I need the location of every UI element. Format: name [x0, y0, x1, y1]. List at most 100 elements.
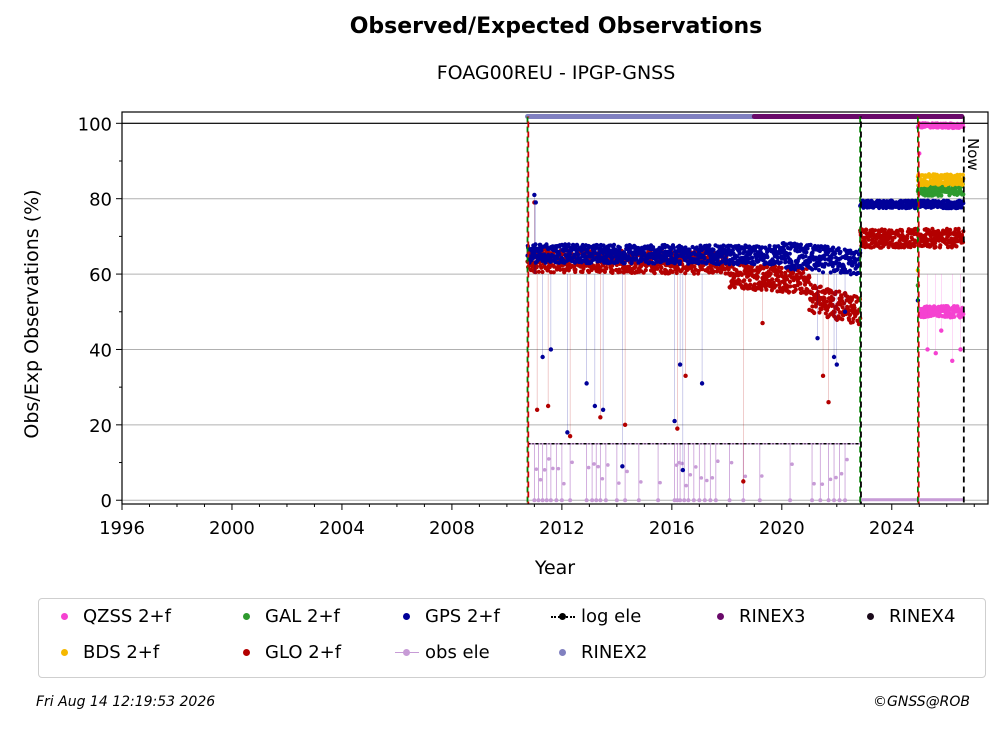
obs-ele-point — [741, 498, 746, 503]
obs-ele-point — [837, 498, 842, 503]
gps-point — [941, 198, 946, 203]
gps-outlier-point — [680, 467, 686, 473]
gps-point — [881, 205, 886, 210]
gps-point — [820, 270, 826, 275]
obs-ele-point — [639, 480, 643, 484]
glo-outlier-point — [675, 426, 680, 431]
legend-label: RINEX4 — [889, 606, 956, 627]
glo-point — [900, 229, 905, 234]
legend-item-gal: GAL 2+f — [235, 606, 340, 627]
gps-point — [677, 259, 683, 264]
obs-ele-point — [596, 464, 601, 469]
glo-point — [700, 267, 705, 272]
gps-point — [720, 251, 725, 256]
obs-ele-point — [586, 465, 591, 470]
obs-ele-point — [594, 498, 599, 503]
gps-point — [765, 255, 770, 260]
gps-point — [828, 270, 833, 275]
glo-point — [807, 275, 812, 280]
obs-ele-point — [538, 477, 543, 482]
obs-ele-point — [606, 463, 610, 467]
glo-point — [768, 271, 773, 276]
obs-ele-point — [617, 481, 621, 485]
legend-label: RINEX2 — [581, 642, 648, 663]
glo-outlier-point — [534, 407, 540, 412]
obs-ele-point — [694, 465, 698, 469]
qzss-point — [931, 313, 936, 318]
series-obs-ele — [527, 442, 861, 503]
obs-ele-point — [675, 498, 680, 503]
legend-label: log ele — [581, 606, 642, 627]
obs-ele-point — [828, 477, 833, 482]
glo-point — [759, 287, 764, 292]
gps-point — [852, 256, 858, 262]
gps-point — [566, 242, 571, 247]
glo-point — [944, 241, 949, 247]
glo-point — [954, 244, 959, 249]
legend-item-glo: GLO 2+f — [235, 642, 341, 663]
obs-ele-point — [546, 457, 551, 461]
glo-point — [793, 287, 798, 292]
gps-point — [767, 243, 772, 248]
glo-point — [626, 264, 632, 269]
gps-point — [778, 260, 784, 265]
glo-point — [659, 265, 664, 270]
data-layer — [122, 114, 988, 503]
y-tick-label: 0 — [101, 491, 112, 512]
gps-point — [726, 247, 732, 252]
obs-ele-point — [614, 498, 619, 503]
series-bds — [915, 172, 966, 275]
glo-point — [817, 310, 822, 315]
qzss-point — [952, 314, 957, 319]
gps-outlier-point — [672, 418, 677, 424]
glo-point — [692, 271, 697, 276]
glo-point — [787, 279, 793, 284]
obs-ele-point — [672, 498, 677, 503]
obs-ele-point — [556, 466, 561, 471]
gps-point — [805, 246, 810, 251]
obs-ele-point — [757, 498, 762, 503]
plot-area: 0 20 40 60 80 100 1996 2000 2004 2008 2012 2016 2020… — [21, 111, 989, 579]
obs-ele-point — [790, 462, 794, 467]
glo-point — [832, 309, 837, 315]
gps-point — [687, 247, 692, 252]
x-tick-label: 2024 — [869, 518, 915, 539]
legend-label: GLO 2+f — [265, 642, 342, 663]
glo-point — [732, 285, 737, 290]
obs-ele-point — [534, 467, 539, 471]
obs-ele-point — [834, 475, 838, 480]
glo-point — [852, 305, 857, 310]
gps-outlier-point — [592, 403, 598, 409]
glo-point — [822, 290, 828, 296]
gps-point — [831, 245, 836, 250]
qzss-outlier-point — [958, 347, 963, 352]
x-tick-label: 1996 — [99, 518, 145, 539]
glo-point — [816, 289, 821, 294]
event-lines-layer — [526, 116, 965, 504]
obs-ele-point — [542, 468, 547, 472]
obs-ele-point — [590, 498, 595, 503]
gps-point — [576, 252, 581, 257]
legend-swatch-gal — [235, 610, 259, 624]
obs-ele-point — [532, 498, 537, 503]
gps-point — [816, 263, 821, 268]
glo-point — [933, 244, 938, 250]
gps-point — [854, 249, 859, 254]
glo-point — [840, 317, 845, 322]
gps-point — [705, 259, 710, 264]
obs-ele-point — [691, 498, 696, 503]
legend-label: obs ele — [425, 642, 490, 663]
gps-point — [752, 262, 757, 267]
gps-point — [853, 260, 858, 265]
glo-outlier-point — [545, 403, 551, 409]
glo-point — [711, 269, 716, 274]
glo-point — [840, 305, 845, 310]
legend: QZSS 2+f GAL 2+f GPS 2+f log ele RINEX3 RINEX… — [38, 598, 986, 678]
gps-point — [617, 245, 622, 250]
gps-outlier-point — [600, 407, 606, 412]
glo-point — [819, 307, 824, 312]
glo-point — [747, 278, 752, 283]
glo-point — [873, 228, 878, 233]
gps-point — [711, 247, 716, 252]
glo-point — [787, 289, 792, 294]
